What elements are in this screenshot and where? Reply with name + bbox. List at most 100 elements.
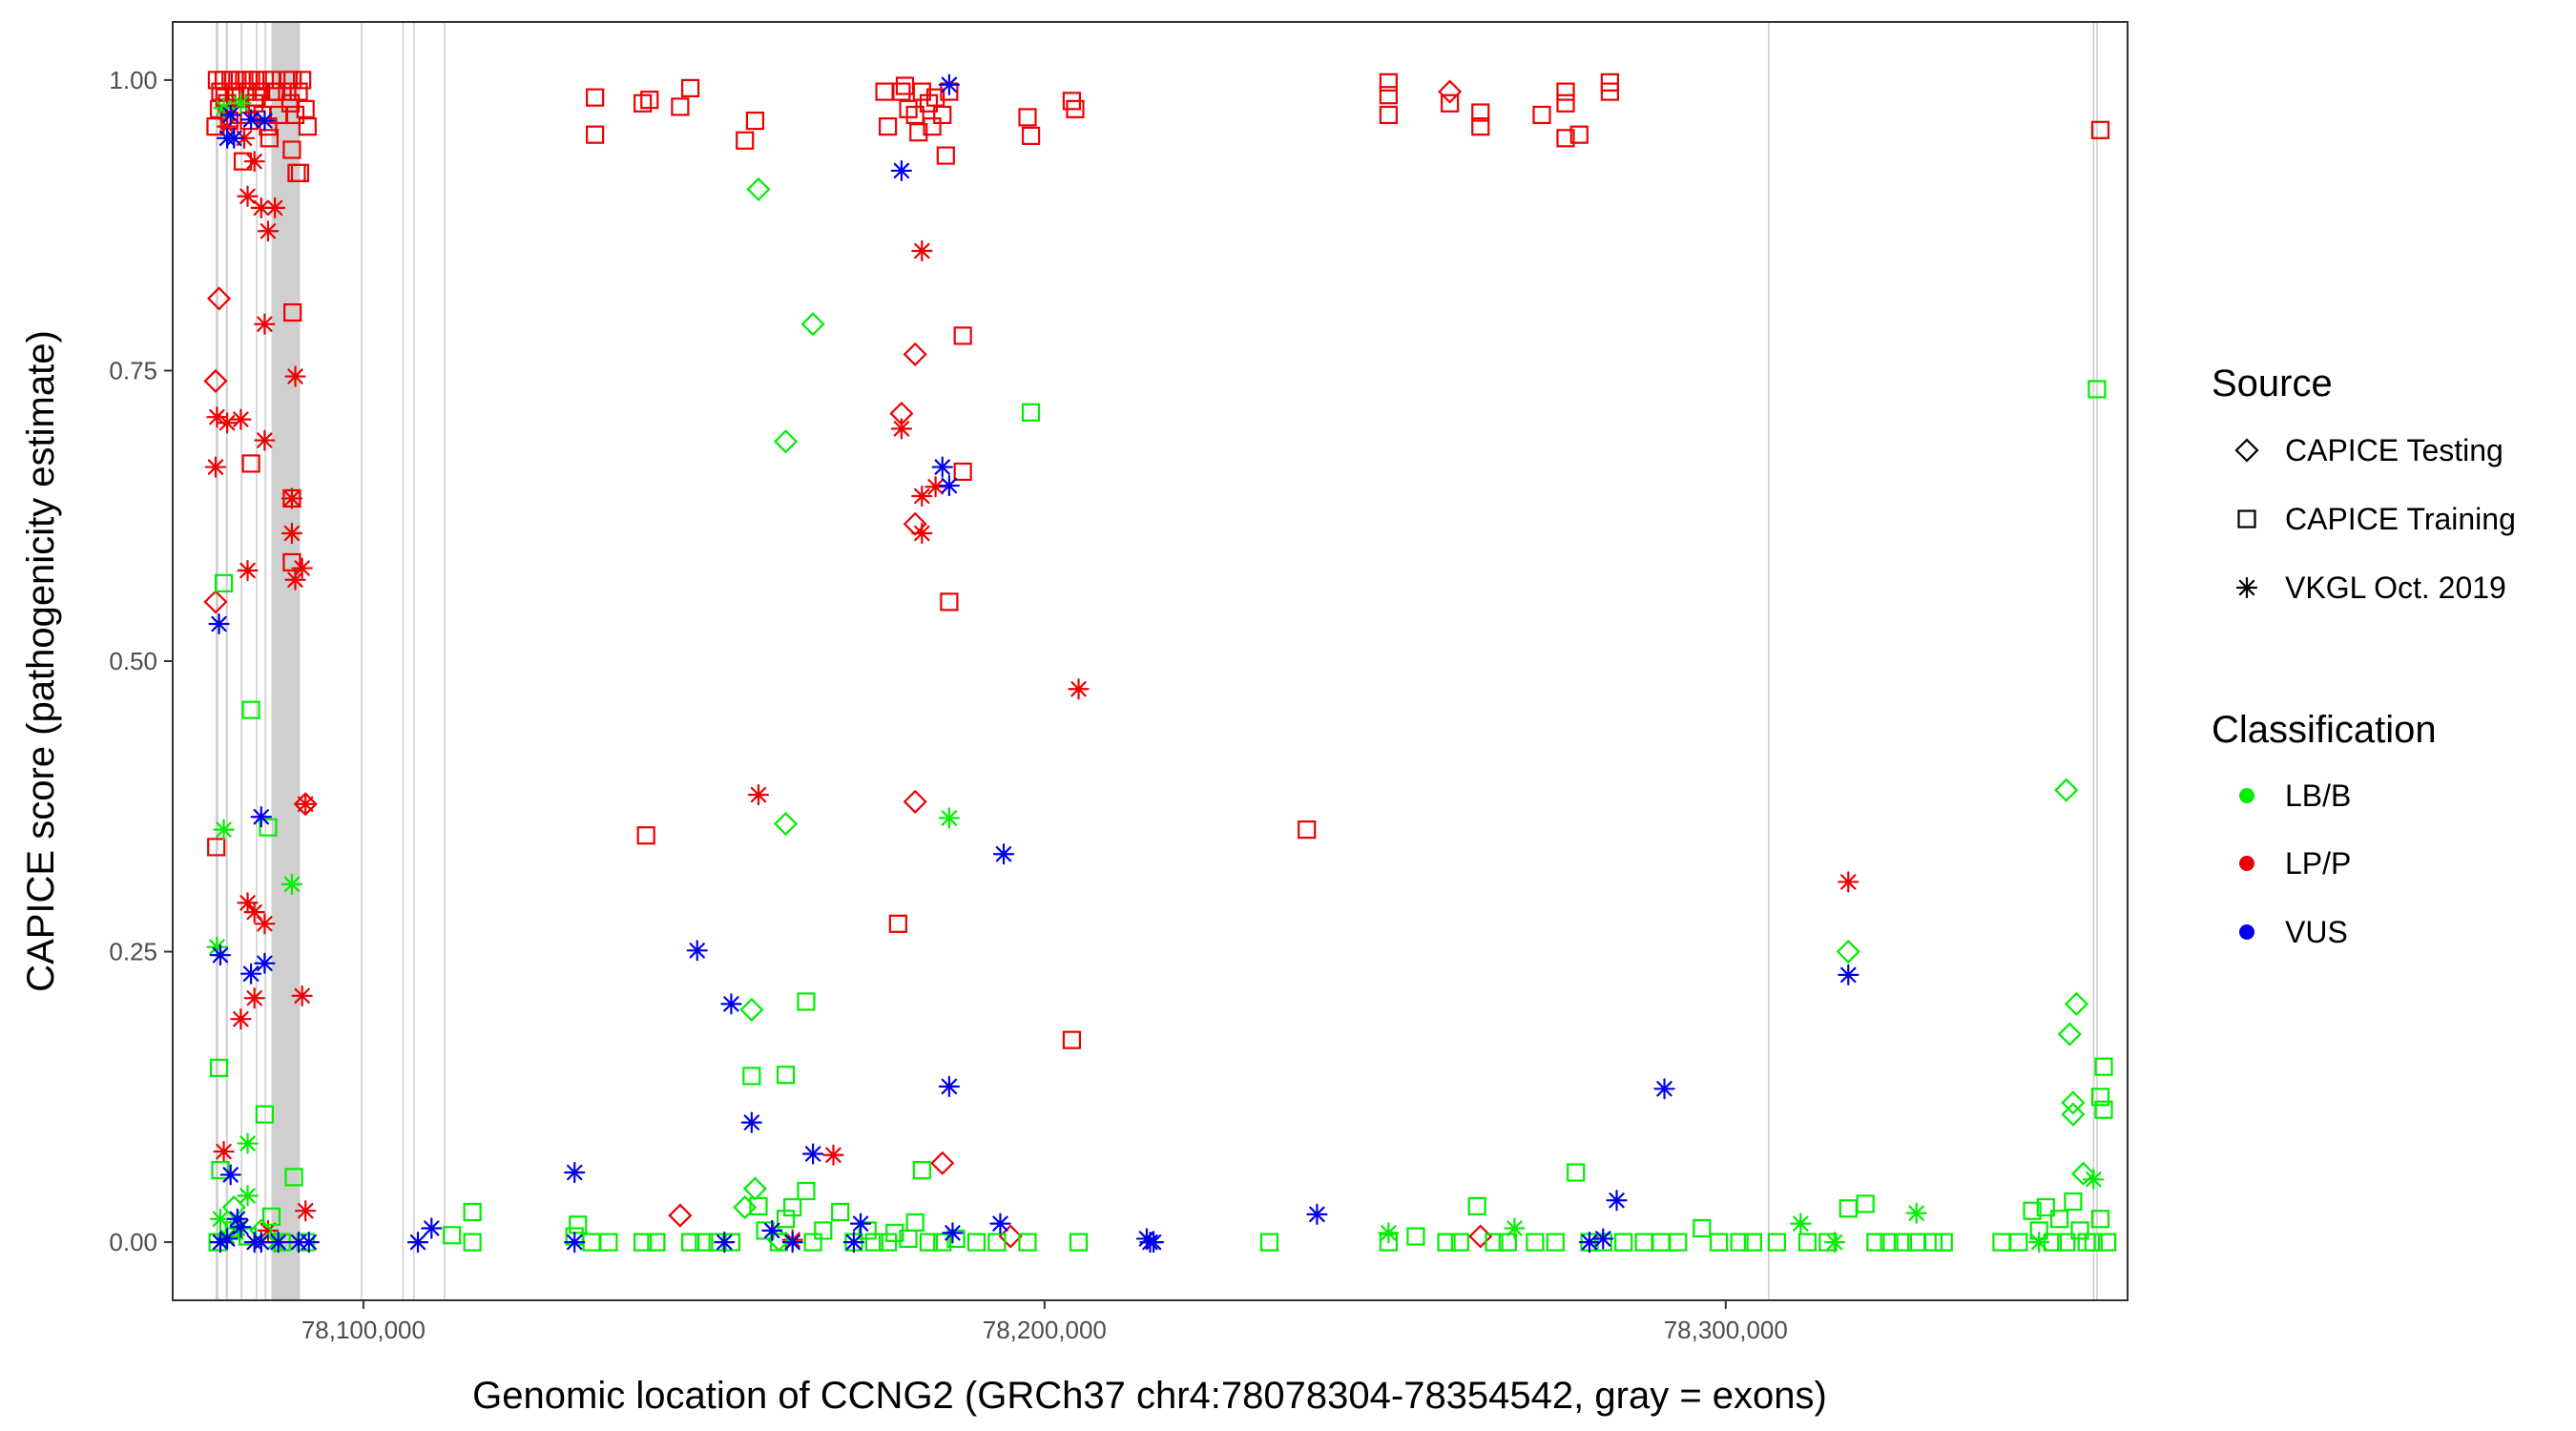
point-vkgl-oct-2019-vus-10 bbox=[240, 963, 262, 985]
point-vkgl-oct-2019-vus-31 bbox=[714, 1231, 736, 1254]
point-vkgl-oct-2019-lb-b-15 bbox=[1790, 1213, 1812, 1234]
point-capice-training-lb-b-89 bbox=[2023, 1201, 2042, 1220]
point-capice-testing-lp-p-11 bbox=[668, 1203, 693, 1228]
point-vkgl-oct-2019-lb-b-12 bbox=[938, 807, 960, 829]
point-vkgl-oct-2019-lb-b-17 bbox=[1905, 1202, 1927, 1224]
point-vkgl-oct-2019-lp-p-25 bbox=[291, 985, 313, 1006]
legend-classification-title: Classification bbox=[2212, 709, 2437, 751]
point-vkgl-oct-2019-vus-4 bbox=[240, 109, 262, 131]
y-tick-label-4: 1.00 bbox=[109, 66, 157, 94]
point-capice-training-lb-b-14 bbox=[463, 1202, 482, 1222]
point-capice-training-lb-b-32 bbox=[776, 1210, 796, 1229]
point-capice-training-lb-b-58 bbox=[1437, 1233, 1456, 1252]
point-capice-training-lp-p-44 bbox=[241, 454, 260, 473]
point-capice-training-lp-p-92 bbox=[888, 914, 907, 933]
data-points bbox=[203, 71, 2117, 1254]
x-axis-title: Genomic location of CCNG2 (GRCh37 chr4:7… bbox=[472, 1375, 1827, 1417]
point-vkgl-oct-2019-lb-b-3 bbox=[213, 819, 235, 840]
point-capice-testing-lp-p-2 bbox=[203, 368, 228, 393]
point-capice-training-lp-p-61 bbox=[905, 105, 924, 125]
point-capice-training-lb-b-65 bbox=[1567, 1163, 1586, 1182]
point-vkgl-oct-2019-vus-27 bbox=[740, 1111, 762, 1133]
point-capice-training-lp-p-49 bbox=[586, 125, 605, 144]
point-capice-training-lp-p-46 bbox=[282, 552, 301, 572]
point-capice-training-lb-b-45 bbox=[905, 1213, 924, 1232]
exon-band-3 bbox=[240, 22, 242, 1300]
point-capice-training-lp-p-36 bbox=[289, 82, 308, 101]
point-vkgl-oct-2019-lp-p-9 bbox=[284, 365, 306, 387]
point-vkgl-oct-2019-lp-p-13 bbox=[254, 429, 276, 451]
point-capice-training-lp-p-60 bbox=[899, 99, 918, 118]
point-capice-training-lp-p-38 bbox=[296, 99, 315, 118]
point-vkgl-oct-2019-vus-41 bbox=[942, 1222, 964, 1244]
point-vkgl-oct-2019-lb-b-16 bbox=[1823, 1231, 1846, 1254]
point-vkgl-oct-2019-vus-2 bbox=[219, 104, 241, 126]
point-capice-training-lp-p-81 bbox=[1556, 93, 1575, 113]
x-tick-label-1: 78,200,000 bbox=[983, 1316, 1107, 1344]
point-vkgl-oct-2019-vus-23 bbox=[564, 1161, 586, 1184]
point-capice-training-lb-b-41 bbox=[864, 1233, 883, 1252]
exon-band-13 bbox=[2096, 22, 2098, 1300]
point-vkgl-oct-2019-lp-p-17 bbox=[284, 569, 306, 591]
y-tick-label-2: 0.50 bbox=[109, 647, 157, 675]
point-capice-testing-lb-b-14 bbox=[2061, 1102, 2086, 1127]
point-capice-training-lb-b-102 bbox=[2090, 1088, 2110, 1107]
point-capice-training-lp-p-82 bbox=[1556, 82, 1575, 101]
point-capice-training-lb-b-104 bbox=[2090, 1210, 2110, 1229]
point-vkgl-oct-2019-vus-17 bbox=[250, 1231, 272, 1254]
point-capice-training-lb-b-52 bbox=[1018, 1233, 1037, 1252]
point-vkgl-oct-2019-lp-p-15 bbox=[280, 487, 303, 509]
point-capice-testing-lp-p-13 bbox=[1468, 1224, 1493, 1249]
point-vkgl-oct-2019-lp-p-19 bbox=[237, 559, 259, 582]
point-vkgl-oct-2019-vus-7 bbox=[209, 944, 232, 966]
point-capice-training-lp-p-14 bbox=[252, 82, 271, 101]
point-vkgl-oct-2019-lp-p-31 bbox=[890, 418, 913, 440]
point-capice-training-lb-b-40 bbox=[858, 1221, 877, 1240]
point-capice-training-lb-b-21 bbox=[634, 1233, 653, 1252]
point-capice-training-lb-b-55 bbox=[1259, 1233, 1279, 1252]
legend-source-key-asterisk-icon bbox=[2235, 576, 2258, 599]
exon-band-5 bbox=[264, 22, 266, 1300]
point-vkgl-oct-2019-lb-b-8 bbox=[209, 1208, 232, 1230]
point-capice-training-lb-b-28 bbox=[776, 1066, 796, 1085]
point-capice-testing-lb-b-9 bbox=[1836, 939, 1860, 964]
point-capice-training-lp-p-74 bbox=[1379, 73, 1398, 92]
point-vkgl-oct-2019-lp-p-27 bbox=[295, 1200, 317, 1222]
legend-source-key-diamond-icon bbox=[2234, 438, 2259, 463]
point-capice-training-lb-b-36 bbox=[803, 1233, 822, 1252]
point-capice-training-lb-b-50 bbox=[966, 1233, 987, 1252]
legend-source-title: Source bbox=[2212, 363, 2333, 404]
point-vkgl-oct-2019-lb-b-6 bbox=[237, 1132, 259, 1154]
point-capice-training-lb-b-99 bbox=[2097, 1233, 2117, 1252]
point-vkgl-oct-2019-vus-33 bbox=[842, 1231, 865, 1254]
point-vkgl-oct-2019-vus-6 bbox=[208, 612, 230, 635]
point-capice-training-lb-b-27 bbox=[742, 1067, 761, 1086]
point-capice-training-lb-b-94 bbox=[2057, 1233, 2076, 1252]
point-capice-training-lp-p-24 bbox=[226, 88, 245, 107]
point-capice-training-lp-p-37 bbox=[293, 71, 312, 90]
point-capice-training-lb-b-73 bbox=[1710, 1233, 1729, 1252]
point-vkgl-oct-2019-lb-b-14 bbox=[1504, 1217, 1526, 1239]
point-vkgl-oct-2019-lp-p-37 bbox=[822, 1144, 844, 1166]
point-vkgl-oct-2019-vus-15 bbox=[209, 1231, 232, 1254]
point-capice-training-lp-p-76 bbox=[1379, 105, 1398, 125]
point-capice-training-lp-p-91 bbox=[636, 826, 655, 845]
legend-source-label-vkgl: VKGL Oct. 2019 bbox=[2285, 570, 2506, 605]
point-vkgl-oct-2019-vus-44 bbox=[1142, 1231, 1165, 1254]
point-vkgl-oct-2019-vus-26 bbox=[720, 993, 742, 1015]
legend-class-key-2-icon bbox=[2239, 856, 2254, 871]
point-vkgl-oct-2019-vus-35 bbox=[938, 73, 960, 95]
point-capice-testing-lp-p-5 bbox=[903, 342, 927, 366]
point-capice-training-lb-b-57 bbox=[1406, 1227, 1425, 1246]
point-vkgl-oct-2019-lp-p-28 bbox=[213, 1140, 235, 1163]
point-capice-training-lb-b-29 bbox=[749, 1196, 768, 1215]
point-capice-testing-lb-b-5 bbox=[739, 997, 764, 1023]
point-capice-training-lp-p-84 bbox=[1569, 125, 1589, 144]
point-capice-training-lb-b-20 bbox=[599, 1233, 618, 1252]
point-vkgl-oct-2019-vus-38 bbox=[938, 1075, 960, 1097]
point-capice-training-lp-p-35 bbox=[285, 105, 305, 125]
point-capice-training-lb-b-80 bbox=[1856, 1194, 1875, 1213]
point-capice-training-lb-b-42 bbox=[879, 1233, 898, 1252]
point-capice-training-lp-p-42 bbox=[290, 163, 310, 182]
